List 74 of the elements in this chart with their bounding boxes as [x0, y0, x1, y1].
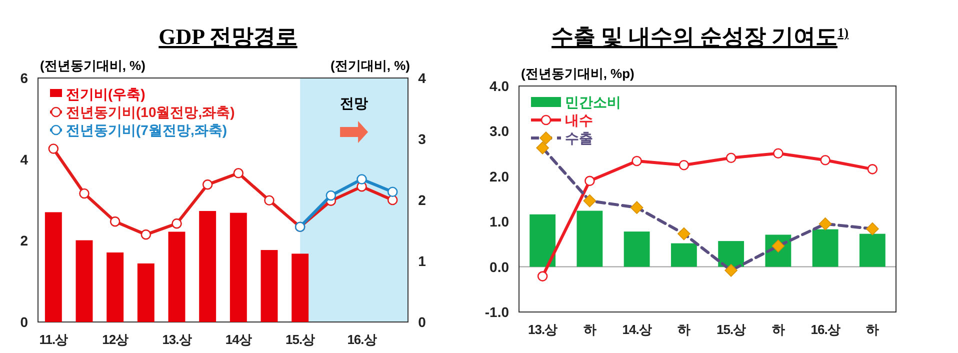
x-tick-label: 14.상	[622, 322, 652, 337]
bar	[718, 241, 744, 267]
x-tick-label: 11.상	[39, 332, 68, 347]
bar	[76, 240, 93, 322]
y2-tick-label: 4	[418, 70, 426, 86]
point	[264, 195, 274, 206]
legend-label: 전년동기비(10월전망,좌축)	[66, 104, 235, 120]
y-tick-label: 1.0	[490, 214, 510, 230]
bar	[199, 210, 216, 322]
y2-axis-title: (전기대비, %)	[330, 58, 410, 73]
x-tick-label: 하	[866, 322, 880, 337]
point	[678, 160, 690, 170]
x-tick-label: 16.상	[347, 332, 377, 347]
point	[202, 179, 213, 190]
point	[48, 144, 59, 154]
point	[172, 218, 182, 229]
bar	[576, 210, 603, 267]
y2-tick-label: 2	[418, 192, 426, 208]
x-tick-label: 15.상	[716, 322, 746, 337]
bar	[168, 232, 186, 322]
x-tick-label: 13.상	[528, 322, 558, 337]
y-tick-label: 4.0	[490, 78, 510, 94]
x-tick-label: 하	[678, 322, 691, 337]
point	[140, 229, 152, 240]
point	[584, 176, 595, 186]
point	[387, 186, 398, 198]
bar	[137, 263, 154, 322]
y-tick-label: 2.0	[490, 168, 510, 184]
x-tick-label: 16.상	[810, 322, 840, 337]
point	[79, 188, 90, 199]
y-tick-label: 6	[20, 70, 28, 86]
bar	[624, 232, 650, 267]
point	[773, 148, 784, 158]
legend-label: 전년동기비(7월전망,좌축)	[66, 122, 227, 138]
x-tick-label: 14상	[225, 332, 252, 347]
legend-label: 내수	[565, 112, 593, 128]
y-axis-title: (전년동기대비, %p)	[521, 66, 634, 81]
x-tick-label: 13.상	[162, 332, 192, 347]
point	[537, 271, 548, 282]
bar	[292, 254, 309, 322]
bar	[670, 243, 697, 267]
point	[326, 190, 336, 201]
bar	[230, 212, 247, 322]
point	[356, 174, 367, 184]
x-tick-label: 12상	[102, 332, 129, 347]
point	[110, 216, 120, 227]
y-tick-label: 2	[20, 232, 28, 249]
y-axis-title: (전년동기대비, %)	[40, 58, 146, 73]
x-tick-label: 하	[772, 322, 785, 337]
y2-tick-label: 1	[418, 253, 426, 269]
y-tick-label: 0.0	[490, 258, 510, 275]
point	[867, 164, 878, 174]
y-tick-label: 0	[20, 314, 28, 330]
x-tick-label: 하	[583, 322, 596, 337]
bar	[44, 212, 62, 322]
bar	[260, 250, 278, 322]
point	[632, 156, 642, 166]
legend-label: 수출	[565, 130, 593, 146]
annotation: 전망	[340, 95, 368, 111]
point	[820, 154, 830, 166]
y-tick-label: 4	[20, 151, 28, 168]
point	[233, 168, 244, 178]
legend-label: 전기비(우축)	[66, 86, 146, 102]
bar	[859, 234, 886, 267]
bar	[530, 214, 556, 267]
legend-label: 민간소비	[565, 94, 621, 110]
point	[726, 152, 736, 164]
bar	[812, 229, 838, 267]
x-tick-label: 15.상	[286, 332, 316, 347]
y2-tick-label: 0	[418, 314, 426, 330]
y-tick-label: 3.0	[490, 123, 510, 140]
bar	[106, 252, 124, 322]
y-tick-label: -1.0	[484, 304, 510, 320]
y2-tick-label: 3	[418, 131, 426, 147]
